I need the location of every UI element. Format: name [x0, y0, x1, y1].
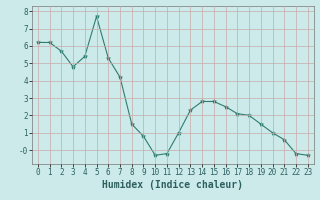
X-axis label: Humidex (Indice chaleur): Humidex (Indice chaleur) — [102, 180, 243, 190]
